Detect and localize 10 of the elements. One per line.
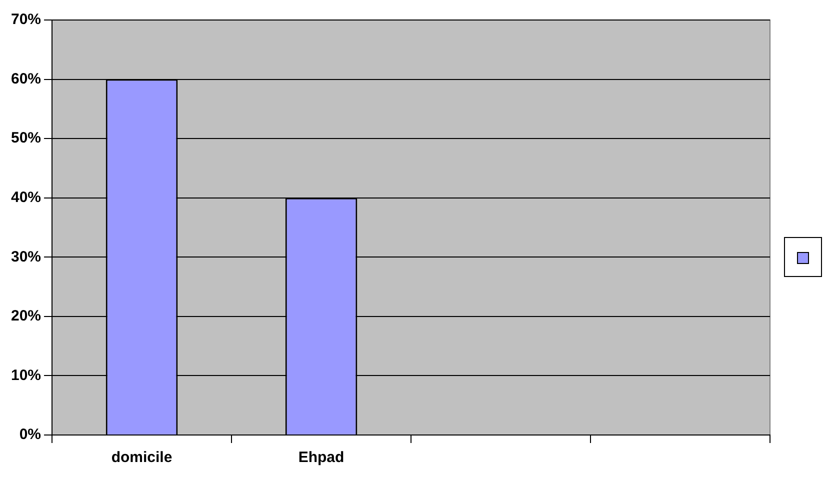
x-tick-label: domicile [111, 449, 172, 466]
y-tick-label: 70% [10, 11, 42, 28]
x-tick-label: Ehpad [298, 449, 344, 466]
y-tick-label: 50% [10, 130, 42, 147]
y-tick-label: 40% [10, 189, 42, 206]
y-tick-label: 20% [10, 308, 42, 325]
y-tick-label: 30% [10, 248, 42, 266]
y-tick-label: 60% [10, 70, 42, 88]
y-tick-label: 10% [10, 366, 42, 384]
y-tick-label: 0% [19, 426, 42, 444]
